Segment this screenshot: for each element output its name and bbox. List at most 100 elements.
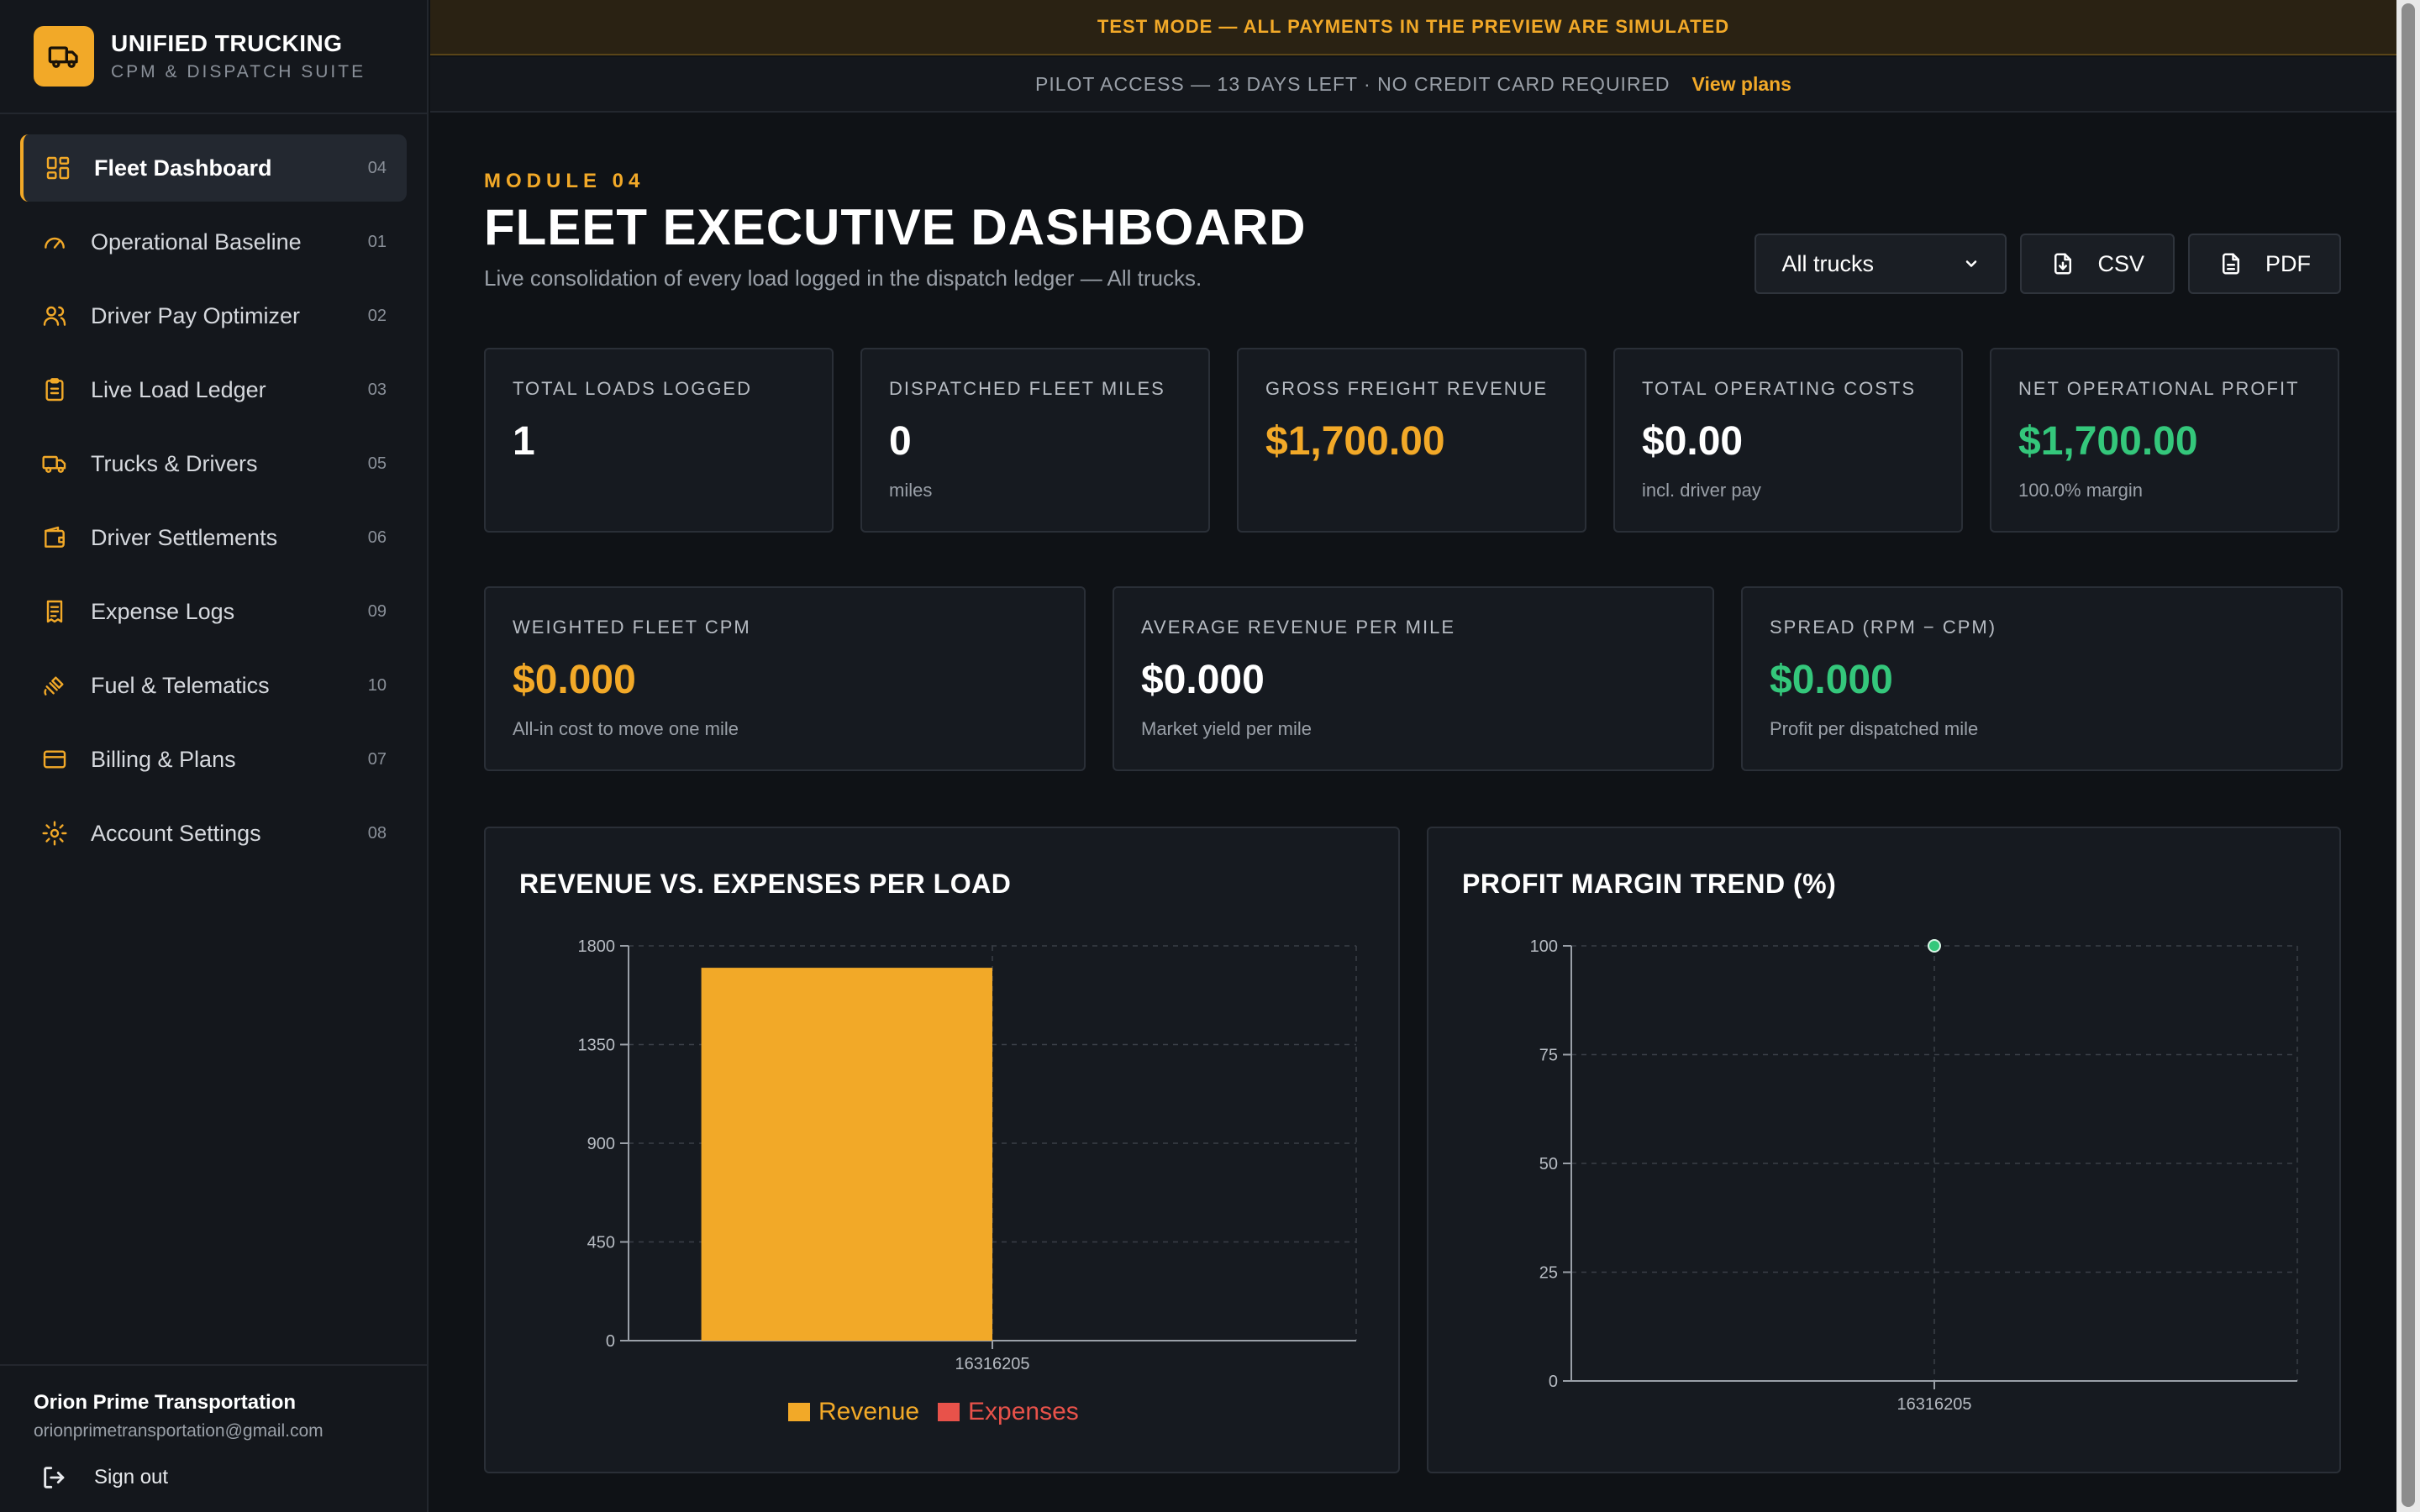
sidebar-item-label: Fuel & Telematics (91, 672, 270, 698)
sidebar-item-label: Fleet Dashboard (94, 155, 272, 181)
sidebar-item-number: 08 (367, 823, 387, 843)
kpi-card: GROSS FREIGHT REVENUE $1,700.00 (1237, 348, 1586, 533)
scrollbar-thumb[interactable] (2402, 3, 2415, 1507)
sidebar-item-account-settings[interactable]: Account Settings 08 (20, 800, 407, 867)
profit-margin-chart: PROFIT MARGIN TREND (%) 0 25 50 75 100 163162… (1427, 827, 2341, 1473)
kpi-card: TOTAL OPERATING COSTS $0.00 incl. driver p… (1613, 348, 1963, 533)
kpi-value: $1,700.00 (2018, 419, 2198, 464)
pilot-access-banner: PILOT ACCESS — 13 DAYS LEFT · NO CREDIT … (430, 57, 2396, 113)
kpi-label: GROSS FREIGHT REVENUE (1265, 378, 1549, 399)
kpi-subtext: miles (889, 480, 933, 501)
kpi-value: 0 (889, 419, 912, 464)
sidebar-item-fuel-telematics[interactable]: Fuel & Telematics 10 (20, 652, 407, 719)
sidebar-item-label: Billing & Plans (91, 746, 236, 772)
y-tick-label: 50 (1539, 1155, 1558, 1173)
sidebar-item-label: Trucks & Drivers (91, 450, 258, 476)
gauge-icon (40, 228, 69, 256)
dashboard-icon (44, 154, 72, 182)
metric-card: SPREAD (RPM − CPM) $0.000 Profit per dispa… (1741, 586, 2343, 771)
kpi-label: TOTAL LOADS LOGGED (513, 378, 752, 399)
sidebar-item-fleet-dashboard[interactable]: Fleet Dashboard 04 (20, 134, 407, 202)
chart-title: REVENUE VS. EXPENSES PER LOAD (519, 869, 1012, 899)
sidebar-item-trucks-drivers[interactable]: Trucks & Drivers 05 (20, 430, 407, 497)
page-title: FLEET EXECUTIVE DASHBOARD (484, 199, 1307, 255)
truck-icon (40, 449, 69, 478)
y-tick-label: 1800 (578, 937, 616, 956)
truck-filter-select[interactable]: All trucks (1754, 234, 2007, 294)
metric-subtext: Profit per dispatched mile (1770, 718, 1979, 739)
kpi-subtext: 100.0% margin (2018, 480, 2143, 501)
truck-filter-value: All trucks (1781, 250, 1874, 276)
sidebar-item-driver-pay-optimizer[interactable]: Driver Pay Optimizer 02 (20, 282, 407, 349)
receipt-icon (40, 597, 69, 626)
sidebar-item-driver-settlements[interactable]: Driver Settlements 06 (20, 504, 407, 571)
sidebar-item-label: Operational Baseline (91, 228, 302, 255)
sidebar-item-label: Live Load Ledger (91, 376, 266, 402)
sidebar-item-label: Expense Logs (91, 598, 235, 624)
truck-logo-icon (34, 26, 94, 87)
satellite-icon (40, 671, 69, 700)
legend-swatch-revenue (788, 1403, 810, 1421)
sidebar-item-number: 10 (367, 675, 387, 695)
metric-card: AVERAGE REVENUE PER MILE $0.000 Market yie… (1113, 586, 1714, 771)
pilot-access-text: PILOT ACCESS — 13 DAYS LEFT · NO CREDIT … (1035, 72, 1670, 95)
profit-margin-svg: 0 25 50 75 100 16316205 (1530, 937, 2298, 1414)
metric-value: $0.000 (1141, 658, 1265, 702)
sidebar-item-billing-plans[interactable]: Billing & Plans 07 (20, 726, 407, 793)
kpi-label: DISPATCHED FLEET MILES (889, 378, 1165, 399)
pdf-label: PDF (2265, 250, 2311, 276)
sidebar-nav: Fleet Dashboard 04 Operational Baseline 01 D… (0, 114, 427, 867)
export-pdf-button[interactable]: PDF (2188, 234, 2341, 294)
test-mode-banner: TEST MODE — ALL PAYMENTS IN THE PREVIEW … (430, 0, 2396, 55)
legend-swatch-expenses (938, 1403, 960, 1421)
users-icon (40, 302, 69, 330)
sign-out-icon (40, 1463, 69, 1492)
metric-row: WEIGHTED FLEET CPM $0.000 All-in cost to m… (484, 586, 2343, 771)
y-tick-label: 75 (1539, 1047, 1558, 1065)
sign-out-button[interactable]: Sign out (34, 1463, 393, 1492)
scrollbar[interactable] (2396, 0, 2420, 1512)
metric-label: SPREAD (RPM − CPM) (1770, 617, 1997, 638)
gear-icon (40, 819, 69, 848)
export-csv-button[interactable]: CSV (2020, 234, 2175, 294)
metric-value: $0.000 (1770, 658, 1893, 702)
y-tick-label: 0 (1549, 1373, 1558, 1391)
chevron-down-icon (1963, 255, 1980, 272)
brand-subtitle: CPM & DISPATCH SUITE (111, 62, 366, 81)
sidebar-item-number: 01 (367, 232, 387, 251)
sidebar-item-label: Driver Pay Optimizer (91, 302, 301, 328)
y-tick-label: 100 (1530, 937, 1558, 956)
sidebar-item-number: 09 (367, 601, 387, 621)
brand: UNIFIED TRUCKING CPM & DISPATCH SUITE (0, 0, 427, 114)
account-name: Orion Prime Transportation (34, 1391, 297, 1414)
module-tag: MODULE 04 (484, 170, 645, 192)
bar-revenue (701, 968, 992, 1341)
account-email: orionprimetransportation@gmail.com (34, 1421, 324, 1441)
sidebar-item-label: Account Settings (91, 820, 261, 846)
account-panel: Orion Prime Transportation orionprimetra… (0, 1364, 427, 1512)
kpi-value: $0.00 (1642, 419, 1744, 464)
y-tick-label: 1350 (578, 1037, 616, 1055)
page-subtitle: Live consolidation of every load logged … (484, 265, 1202, 291)
legend-label-revenue: Revenue (818, 1398, 919, 1425)
y-tick-label: 900 (587, 1135, 615, 1153)
brand-title: UNIFIED TRUCKING (111, 30, 343, 56)
kpi-card: DISPATCHED FLEET MILES 0 miles (860, 348, 1210, 533)
sign-out-label: Sign out (94, 1466, 169, 1488)
sidebar: UNIFIED TRUCKING CPM & DISPATCH SUITE Fl… (0, 0, 429, 1512)
metric-label: WEIGHTED FLEET CPM (513, 617, 751, 638)
wallet-icon (40, 523, 69, 552)
sidebar-item-operational-baseline[interactable]: Operational Baseline 01 (20, 208, 407, 276)
y-tick-label: 25 (1539, 1264, 1558, 1283)
sidebar-item-live-load-ledger[interactable]: Live Load Ledger 03 (20, 356, 407, 423)
sidebar-item-expense-logs[interactable]: Expense Logs 09 (20, 578, 407, 645)
sidebar-item-number: 05 (367, 454, 387, 473)
sidebar-item-label: Driver Settlements (91, 524, 278, 550)
sidebar-item-number: 03 (367, 380, 387, 399)
sidebar-item-number: 04 (367, 158, 387, 177)
revenue-expenses-chart: REVENUE VS. EXPENSES PER LOAD 0 450 900 135… (484, 827, 1400, 1473)
x-tick-label: 16316205 (1897, 1395, 1972, 1414)
credit-card-icon (40, 745, 69, 774)
metric-subtext: All-in cost to move one mile (513, 718, 739, 739)
view-plans-link[interactable]: View plans (1691, 72, 1791, 95)
